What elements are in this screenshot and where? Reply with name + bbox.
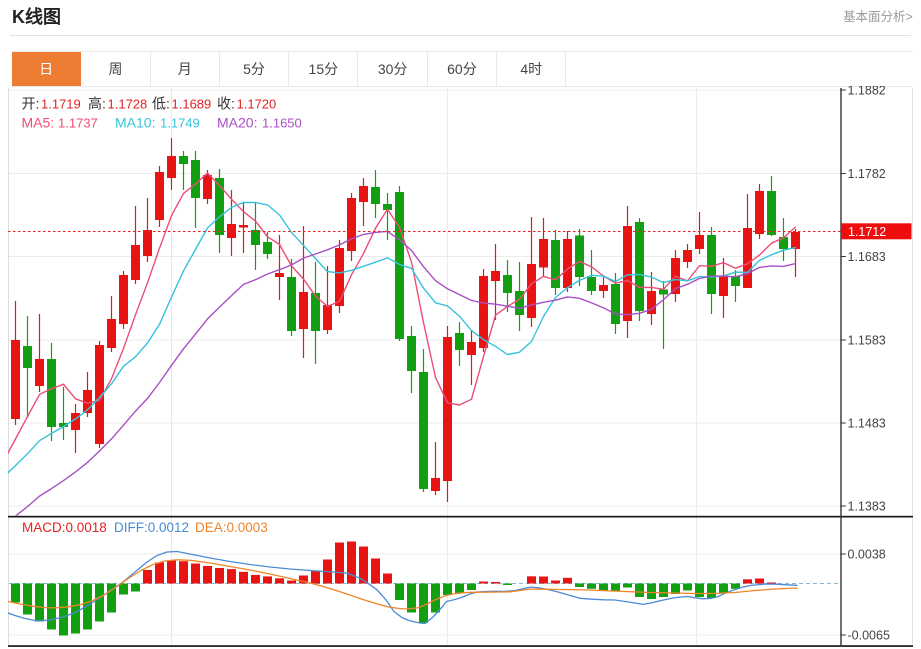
svg-text:1.1712: 1.1712 (848, 225, 886, 239)
svg-text:-0.0065: -0.0065 (848, 629, 890, 643)
svg-text:1.1882: 1.1882 (848, 86, 886, 98)
svg-text:1.1483: 1.1483 (848, 417, 886, 431)
svg-text:1.1683: 1.1683 (848, 250, 886, 264)
svg-text:1.1782: 1.1782 (848, 167, 886, 181)
svg-text:1.1383: 1.1383 (848, 500, 886, 514)
svg-text:0.0038: 0.0038 (848, 548, 886, 562)
svg-text:1.1583: 1.1583 (848, 334, 886, 348)
